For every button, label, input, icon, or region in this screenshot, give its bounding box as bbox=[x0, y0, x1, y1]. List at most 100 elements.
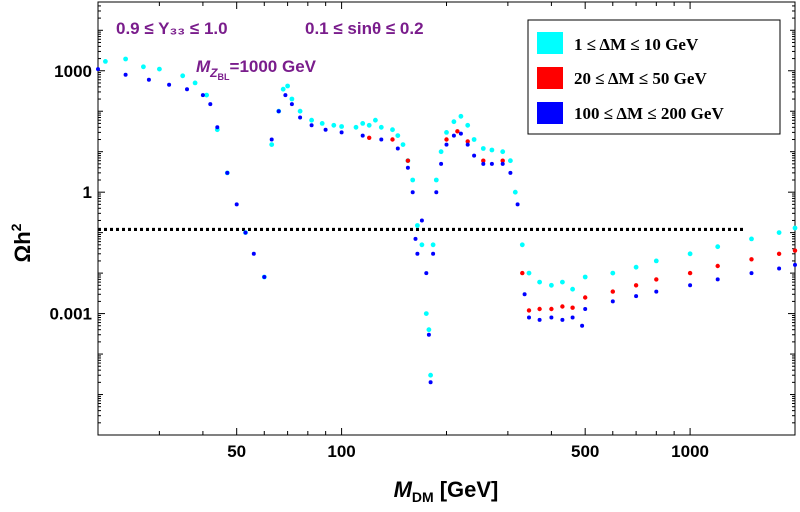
scatter-point-blue bbox=[688, 283, 693, 288]
scatter-point-red bbox=[687, 270, 693, 276]
scatter-point-cyan bbox=[157, 66, 162, 72]
scatter-point-cyan bbox=[378, 124, 384, 130]
scatter-point-red bbox=[749, 257, 754, 262]
scatter-point-blue bbox=[580, 323, 585, 328]
scatter-point-blue bbox=[465, 142, 470, 147]
scatter-point-cyan bbox=[458, 113, 464, 119]
scatter-point-cyan bbox=[366, 122, 372, 128]
scatter-point-blue bbox=[96, 67, 100, 72]
scatter-point-blue bbox=[283, 93, 288, 98]
scatter-point-red bbox=[549, 306, 554, 312]
scatter-point-blue bbox=[522, 292, 527, 297]
annotation-sintheta-range: 0.1 ≤ sinθ ≤ 0.2 bbox=[305, 19, 424, 38]
scatter-point-cyan bbox=[610, 270, 616, 276]
scatter-point-cyan bbox=[141, 64, 146, 70]
scatter-point-blue bbox=[777, 266, 782, 271]
scatter-point-cyan bbox=[582, 274, 588, 280]
annotation-mzbl-prefix: M bbox=[196, 57, 211, 76]
scatter-point-cyan bbox=[512, 189, 518, 195]
scatter-point-red bbox=[583, 295, 588, 300]
scatter-point-blue bbox=[360, 133, 365, 138]
legend-swatch-cyan bbox=[537, 32, 563, 54]
scatter-point-red bbox=[654, 277, 659, 282]
legend-swatch-blue bbox=[537, 102, 563, 124]
scatter-point-cyan bbox=[192, 80, 198, 86]
scatter-point-blue bbox=[426, 332, 431, 337]
scatter-point-blue bbox=[289, 102, 294, 107]
annotation-y33-range: 0.9 ≤ Y₃₃ ≤ 1.0 bbox=[116, 19, 228, 38]
scatter-point-red bbox=[570, 305, 575, 310]
scatter-point-blue bbox=[424, 271, 429, 276]
scatter-point-blue bbox=[323, 127, 328, 132]
scatter-point-blue bbox=[269, 137, 274, 142]
axis-ticks: 50 100 500 1000 1000 1 0.001 bbox=[49, 1, 796, 461]
scatter-point-cyan bbox=[319, 121, 325, 126]
scatter-point-cyan bbox=[204, 92, 210, 98]
scatter-point-blue bbox=[444, 142, 449, 147]
scatter-point-cyan bbox=[331, 122, 337, 128]
x-axis-label-main: M bbox=[394, 477, 413, 502]
scatter-point-blue bbox=[560, 317, 565, 322]
scatter-point-red bbox=[537, 306, 542, 312]
scatter-point-cyan bbox=[426, 327, 432, 333]
scatter-point-red bbox=[715, 263, 720, 269]
y-tick-label: 1000 bbox=[54, 62, 92, 81]
scatter-point-cyan bbox=[489, 147, 495, 153]
scatter-point-red bbox=[500, 158, 505, 163]
scatter-point-red bbox=[465, 139, 470, 144]
legend-box bbox=[527, 19, 781, 135]
scatter-point-cyan bbox=[430, 242, 436, 248]
x-tick-label: 100 bbox=[327, 442, 355, 461]
legend-swatch-red bbox=[537, 67, 563, 89]
annotation-mzbl-subsub: BL bbox=[218, 72, 230, 82]
x-tick-label: 1000 bbox=[671, 442, 709, 461]
scatter-point-blue bbox=[715, 277, 720, 282]
scatter-point-cyan bbox=[390, 127, 395, 133]
scatter-point-red bbox=[444, 137, 449, 142]
scatter-point-cyan bbox=[451, 119, 457, 125]
scatter-point-cyan bbox=[687, 251, 693, 257]
scatter-point-cyan bbox=[395, 133, 401, 139]
scatter-point-red bbox=[792, 248, 798, 253]
scatter-point-blue bbox=[234, 202, 239, 207]
scatter-point-blue bbox=[634, 294, 639, 299]
scatter-point-cyan bbox=[419, 242, 425, 248]
x-axis-label-sub: DM bbox=[412, 489, 434, 505]
scatter-point-cyan bbox=[285, 83, 290, 89]
scatter-point-cyan bbox=[309, 117, 314, 123]
scatter-point-blue bbox=[451, 133, 456, 138]
annotation-mzbl-value: =1000 GeV bbox=[230, 57, 317, 76]
scatter-point-red bbox=[560, 304, 565, 309]
annotation-mzbl: MZBL=1000 GeV bbox=[196, 57, 317, 82]
scatter-point-blue bbox=[431, 251, 436, 256]
scatter-point-cyan bbox=[289, 96, 295, 102]
scatter-point-blue bbox=[570, 315, 575, 320]
scatter-point-cyan bbox=[537, 279, 542, 285]
scatter-point-cyan bbox=[339, 124, 344, 129]
scatter-point-blue bbox=[489, 161, 494, 166]
scatter-point-cyan bbox=[180, 73, 186, 79]
scatter-point-cyan bbox=[749, 236, 754, 242]
scatter-point-blue bbox=[508, 170, 513, 175]
scatter-point-cyan bbox=[123, 56, 128, 62]
scatter-point-blue bbox=[439, 161, 444, 166]
scatter-point-blue bbox=[537, 317, 542, 322]
scatter-point-red bbox=[455, 129, 460, 134]
scatter-point-cyan bbox=[526, 270, 532, 276]
scatter-point-cyan bbox=[480, 146, 486, 151]
x-axis-label: MDM [GeV] bbox=[394, 477, 499, 505]
x-tick-label: 500 bbox=[571, 442, 599, 461]
scatter-point-blue bbox=[298, 115, 303, 120]
series-red bbox=[367, 129, 798, 313]
scatter-point-cyan bbox=[410, 177, 416, 183]
series-blue bbox=[96, 67, 797, 385]
scatter-point-blue bbox=[200, 93, 205, 98]
scatter-point-blue bbox=[415, 251, 420, 256]
scatter-point-blue bbox=[262, 275, 267, 279]
scatter-point-blue bbox=[309, 123, 314, 128]
scatter-point-cyan bbox=[373, 117, 378, 123]
scatter-point-cyan bbox=[508, 158, 513, 164]
y-axis-label-main: Ωh bbox=[10, 231, 35, 262]
scatter-point-blue bbox=[243, 230, 248, 235]
